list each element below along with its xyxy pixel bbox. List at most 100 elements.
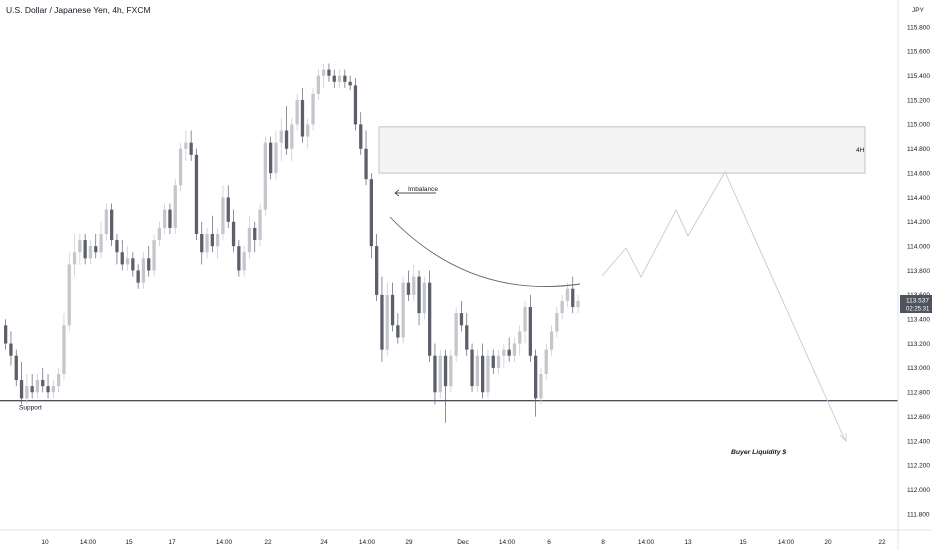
candle[interactable] <box>157 221 161 247</box>
candle[interactable] <box>247 215 252 259</box>
candle[interactable] <box>433 343 437 405</box>
candle[interactable] <box>242 246 246 277</box>
candle[interactable] <box>496 349 501 374</box>
candle[interactable] <box>353 78 358 131</box>
candle[interactable] <box>523 300 527 344</box>
candle[interactable] <box>454 307 458 362</box>
candle[interactable] <box>401 276 405 344</box>
candle[interactable] <box>78 233 82 265</box>
candle[interactable] <box>565 282 570 308</box>
candle[interactable] <box>9 331 13 366</box>
candle[interactable] <box>269 136 273 180</box>
candle[interactable] <box>385 282 389 356</box>
candle[interactable] <box>518 325 522 356</box>
candle[interactable] <box>375 233 379 301</box>
price-axis[interactable]: JPY 115.800 115.600 115.400 115.200 115.000 1… <box>907 7 930 518</box>
candle[interactable] <box>83 233 87 265</box>
candle[interactable] <box>152 233 156 277</box>
candle[interactable] <box>120 240 124 271</box>
candle[interactable] <box>306 118 310 149</box>
candle[interactable] <box>369 173 373 259</box>
candle[interactable] <box>438 349 442 399</box>
candle[interactable] <box>35 373 40 399</box>
imbalance-zone[interactable] <box>378 126 866 174</box>
candle[interactable] <box>502 343 506 368</box>
candle[interactable] <box>258 203 262 247</box>
candle[interactable] <box>337 69 342 88</box>
candle[interactable] <box>449 349 453 393</box>
candle[interactable] <box>316 69 320 101</box>
candle[interactable] <box>486 349 490 399</box>
candle[interactable] <box>475 349 479 393</box>
candle[interactable] <box>284 106 289 155</box>
candle[interactable] <box>125 246 130 271</box>
candle[interactable] <box>412 264 416 301</box>
candle[interactable] <box>364 130 368 186</box>
candle[interactable] <box>459 300 464 332</box>
candle[interactable] <box>539 367 543 405</box>
candle[interactable] <box>67 252 71 332</box>
candle[interactable] <box>99 221 103 259</box>
candle[interactable] <box>173 179 177 234</box>
candle[interactable] <box>263 136 267 216</box>
candle[interactable] <box>62 313 66 381</box>
candle[interactable] <box>216 227 220 259</box>
candle[interactable] <box>231 209 236 253</box>
candle[interactable] <box>25 373 29 405</box>
candle[interactable] <box>507 337 511 362</box>
candle[interactable] <box>4 319 8 350</box>
candle[interactable] <box>46 373 50 399</box>
candle[interactable] <box>194 148 199 241</box>
candle[interactable] <box>491 349 495 374</box>
candle[interactable] <box>481 343 485 399</box>
candle[interactable] <box>534 349 538 417</box>
candle[interactable] <box>576 294 580 314</box>
candle[interactable] <box>380 276 384 362</box>
candle[interactable] <box>470 343 474 393</box>
candle[interactable] <box>311 87 315 131</box>
candle[interactable] <box>560 294 564 320</box>
candle[interactable] <box>115 233 119 265</box>
candle[interactable] <box>72 233 77 277</box>
candle[interactable] <box>205 227 209 259</box>
candle[interactable] <box>295 93 299 131</box>
candle[interactable] <box>168 203 172 234</box>
candle[interactable] <box>555 307 559 338</box>
candle[interactable] <box>544 343 548 381</box>
candle[interactable] <box>332 69 336 88</box>
candle[interactable] <box>94 233 98 259</box>
candle[interactable] <box>327 63 331 82</box>
candle[interactable] <box>443 349 448 423</box>
candle[interactable] <box>571 276 575 314</box>
candle[interactable] <box>279 118 283 161</box>
candle[interactable] <box>189 130 193 161</box>
candle[interactable] <box>348 75 352 91</box>
candle[interactable] <box>51 380 55 399</box>
candle[interactable] <box>41 367 45 393</box>
candle[interactable] <box>88 240 93 265</box>
candle[interactable] <box>110 203 114 247</box>
candle[interactable] <box>396 313 400 344</box>
candle[interactable] <box>163 203 167 234</box>
candle[interactable] <box>131 252 135 277</box>
candle[interactable] <box>57 367 61 393</box>
candle[interactable] <box>210 215 214 253</box>
candle[interactable] <box>19 361 24 405</box>
candle[interactable] <box>178 142 183 192</box>
candle[interactable] <box>390 282 395 332</box>
rounding-curve[interactable] <box>389 216 581 287</box>
candle[interactable] <box>428 270 432 362</box>
candle[interactable] <box>406 270 411 301</box>
candle[interactable] <box>465 313 469 356</box>
candle[interactable] <box>549 325 554 356</box>
candle[interactable] <box>253 221 257 253</box>
candle[interactable] <box>343 69 347 88</box>
candle[interactable] <box>14 349 18 387</box>
candle[interactable] <box>528 294 532 362</box>
candle[interactable] <box>274 130 278 180</box>
imbalance-arrow[interactable] <box>394 189 436 197</box>
candle[interactable] <box>290 118 294 161</box>
candle[interactable] <box>300 87 305 143</box>
candle[interactable] <box>104 203 108 241</box>
